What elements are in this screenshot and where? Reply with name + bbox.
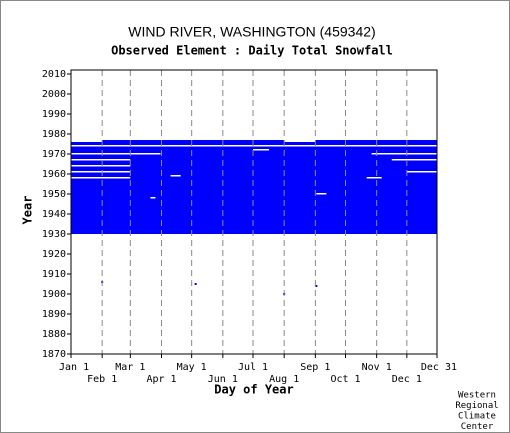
data-point — [315, 285, 318, 287]
plot-frame — [70, 69, 438, 355]
y-tick-label: 1910 — [42, 269, 66, 280]
y-tick-label: 1900 — [42, 289, 66, 300]
y-tick-label: 1890 — [42, 309, 66, 320]
x-tick-label: Nov 1 — [362, 362, 392, 373]
credit: Regional — [455, 401, 498, 411]
x-tick-label: Apr 1 — [146, 374, 176, 385]
data-gap — [71, 153, 161, 155]
data-gap — [406, 171, 437, 173]
x-tick-label: Sep 1 — [300, 362, 330, 373]
x-tick-label: Jul 1 — [238, 362, 268, 373]
y-tick-label: 1940 — [42, 209, 66, 220]
y-tick-label: 1970 — [42, 149, 66, 160]
y-tick-label: 1880 — [42, 329, 66, 340]
data-gap — [71, 159, 131, 161]
x-tick-label: May 1 — [177, 362, 207, 373]
data-gap — [71, 165, 131, 167]
data-block — [315, 140, 437, 142]
data-gap — [371, 153, 437, 155]
x-tick-label: Oct 1 — [330, 374, 360, 385]
credit: Center — [461, 422, 494, 432]
x-tick-label: Dec 1 — [392, 374, 422, 385]
y-axis-title: Year — [21, 196, 35, 225]
y-tick-label: 1870 — [42, 349, 66, 360]
y-tick-label: 1920 — [42, 249, 66, 260]
x-tick-label: Jan 1 — [59, 362, 89, 373]
y-tick-label: 2010 — [42, 69, 66, 80]
data-point — [194, 283, 197, 285]
data-block — [71, 142, 437, 234]
y-tick-label: 1950 — [42, 189, 66, 200]
data-gap — [366, 177, 382, 179]
y-tick-label: 2000 — [42, 89, 66, 100]
credit: Climate — [458, 412, 496, 422]
data-gap — [150, 197, 156, 199]
x-tick-label: Feb 1 — [87, 374, 117, 385]
data-block — [102, 140, 285, 142]
data-gap — [71, 177, 131, 179]
x-tick-label: Aug 1 — [269, 374, 299, 385]
y-tick-label: 1990 — [42, 109, 66, 120]
data-gap — [170, 175, 181, 177]
data-gap — [71, 171, 131, 173]
data-gap — [252, 149, 270, 151]
y-tick-label: 1930 — [42, 229, 66, 240]
x-axis-title: Day of Year — [214, 383, 293, 397]
data-gap — [391, 159, 437, 161]
x-tick-label: Dec 31 — [421, 362, 457, 373]
data-gap — [316, 193, 327, 195]
credit: Western — [458, 391, 496, 401]
chart-subtitle: Observed Element : Daily Total Snowfall — [111, 44, 393, 58]
x-tick-label: Mar 1 — [115, 362, 145, 373]
y-tick-label: 1980 — [42, 129, 66, 140]
y-tick-label: 1960 — [42, 169, 66, 180]
chart-title: WIND RIVER, WASHINGTON (459342) — [128, 24, 375, 40]
data-gap — [71, 145, 437, 147]
x-tick-label: Jun 1 — [208, 374, 238, 385]
